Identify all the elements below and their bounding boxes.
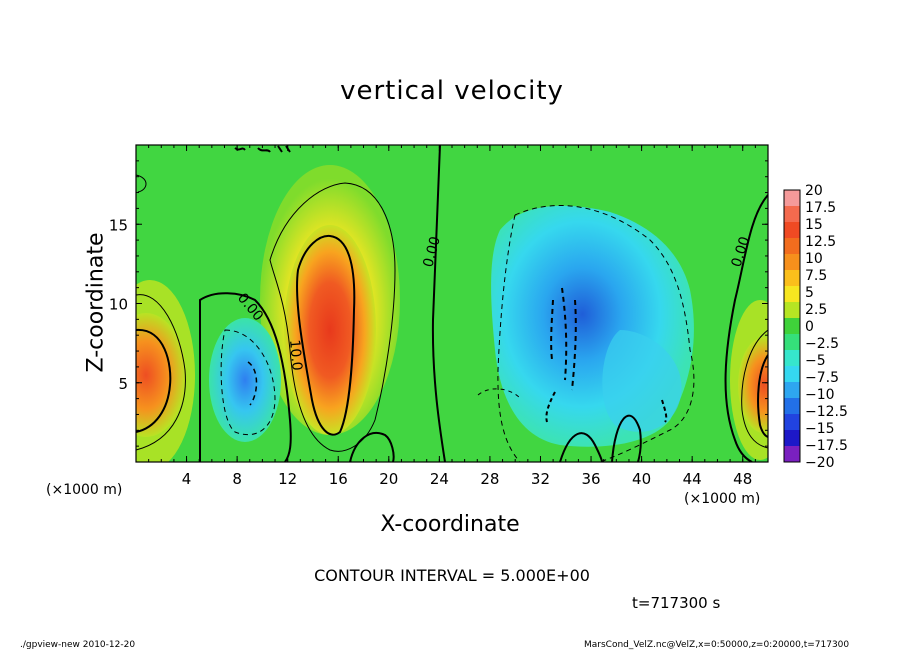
updraft-core bbox=[284, 225, 376, 435]
colorbar-label: 17.5 bbox=[805, 200, 836, 216]
colorbar-label: −2.5 bbox=[805, 336, 839, 352]
colorbar-label: 5 bbox=[805, 285, 814, 301]
x-tick-label: 24 bbox=[430, 470, 449, 488]
colorbar-swatch bbox=[784, 334, 800, 351]
y-axis-label: Z-coordinate bbox=[83, 232, 109, 373]
contour-label: 0.00 bbox=[420, 235, 444, 269]
colorbar-label: −10 bbox=[805, 387, 835, 403]
contour-interval-text: CONTOUR INTERVAL = 5.000E+00 bbox=[314, 566, 590, 585]
colorbar-swatch bbox=[784, 302, 800, 319]
colorbar-swatch bbox=[784, 446, 800, 463]
x-tick-label: 16 bbox=[329, 470, 348, 488]
y-axis: 5 10 15 bbox=[109, 160, 768, 447]
x-axis-label: X-coordinate bbox=[380, 512, 520, 537]
y-tick-label: 15 bbox=[109, 216, 128, 234]
x-tick-label: 44 bbox=[683, 470, 702, 488]
colorbar-swatch bbox=[784, 270, 800, 287]
colorbar-label: −17.5 bbox=[805, 438, 848, 454]
chart-title: vertical velocity bbox=[340, 76, 564, 106]
left-edge-updraft bbox=[136, 313, 186, 437]
colorbar-swatch bbox=[784, 286, 800, 303]
colorbar-swatch bbox=[784, 350, 800, 367]
colorbar-label: 15 bbox=[805, 217, 823, 233]
colorbar-swatch bbox=[784, 190, 800, 207]
colorbar-swatch bbox=[784, 318, 800, 335]
velocity-field: 0.00 10.0 0.00 0.00 bbox=[136, 145, 768, 462]
colorbar-label: 12.5 bbox=[805, 234, 836, 250]
colorbar-swatch bbox=[784, 238, 800, 255]
x-tick-label: 48 bbox=[733, 470, 752, 488]
colorbar-frame bbox=[783, 189, 801, 463]
right-edge-updraft bbox=[738, 337, 768, 433]
x-tick-label: 32 bbox=[531, 470, 550, 488]
x-tick-label: 36 bbox=[581, 470, 600, 488]
x-unit-label: (×1000 m) bbox=[46, 482, 123, 498]
contour-lines bbox=[136, 145, 768, 462]
footer-data-info: MarsCond_VelZ.nc@VelZ,x=0:50000,z=0:2000… bbox=[584, 640, 850, 650]
colorbar-label: −20 bbox=[805, 455, 835, 471]
colorbar-label: 0 bbox=[805, 319, 814, 335]
x-tick-label: 4 bbox=[182, 470, 192, 488]
x-tick-label: 40 bbox=[632, 470, 651, 488]
colorbar-label: 10 bbox=[805, 251, 823, 267]
colorbar-swatch bbox=[784, 206, 800, 223]
footer-script-info: ./gpview-new 2010-12-20 bbox=[20, 640, 136, 650]
colorbar-swatch bbox=[784, 430, 800, 447]
colorbar-swatch bbox=[784, 254, 800, 271]
x-axis: 4 8 12 16 20 24 28 32 36 40 44 48 bbox=[148, 145, 756, 488]
x-tick-label: 20 bbox=[379, 470, 398, 488]
colorbar: 2017.51512.5107.552.50−2.5−5−7.5−10−12.5… bbox=[783, 183, 848, 471]
colorbar-swatch bbox=[784, 398, 800, 415]
colorbar-swatch bbox=[784, 366, 800, 383]
colorbar-label: −5 bbox=[805, 353, 826, 369]
time-label: t=717300 s bbox=[632, 594, 721, 612]
colorbar-label: −7.5 bbox=[805, 370, 839, 386]
x-tick-label: 8 bbox=[232, 470, 242, 488]
x-tick-label: 28 bbox=[480, 470, 499, 488]
colorbar-label: 20 bbox=[805, 183, 823, 199]
colorbar-label: 7.5 bbox=[805, 268, 827, 284]
colorbar-swatch bbox=[784, 414, 800, 431]
downdraft-small bbox=[209, 318, 281, 442]
colorbar-label: −15 bbox=[805, 421, 835, 437]
y-tick-label: 10 bbox=[109, 296, 128, 314]
colorbar-swatch bbox=[784, 222, 800, 239]
x-unit-label-right: (×1000 m) bbox=[684, 491, 761, 507]
colorbar-swatch bbox=[784, 382, 800, 399]
colorbar-label: 2.5 bbox=[805, 302, 827, 318]
contour-label: 10.0 bbox=[286, 339, 305, 371]
y-tick-label: 5 bbox=[118, 375, 128, 393]
colorbar-label: −12.5 bbox=[805, 404, 848, 420]
x-tick-label: 12 bbox=[278, 470, 297, 488]
